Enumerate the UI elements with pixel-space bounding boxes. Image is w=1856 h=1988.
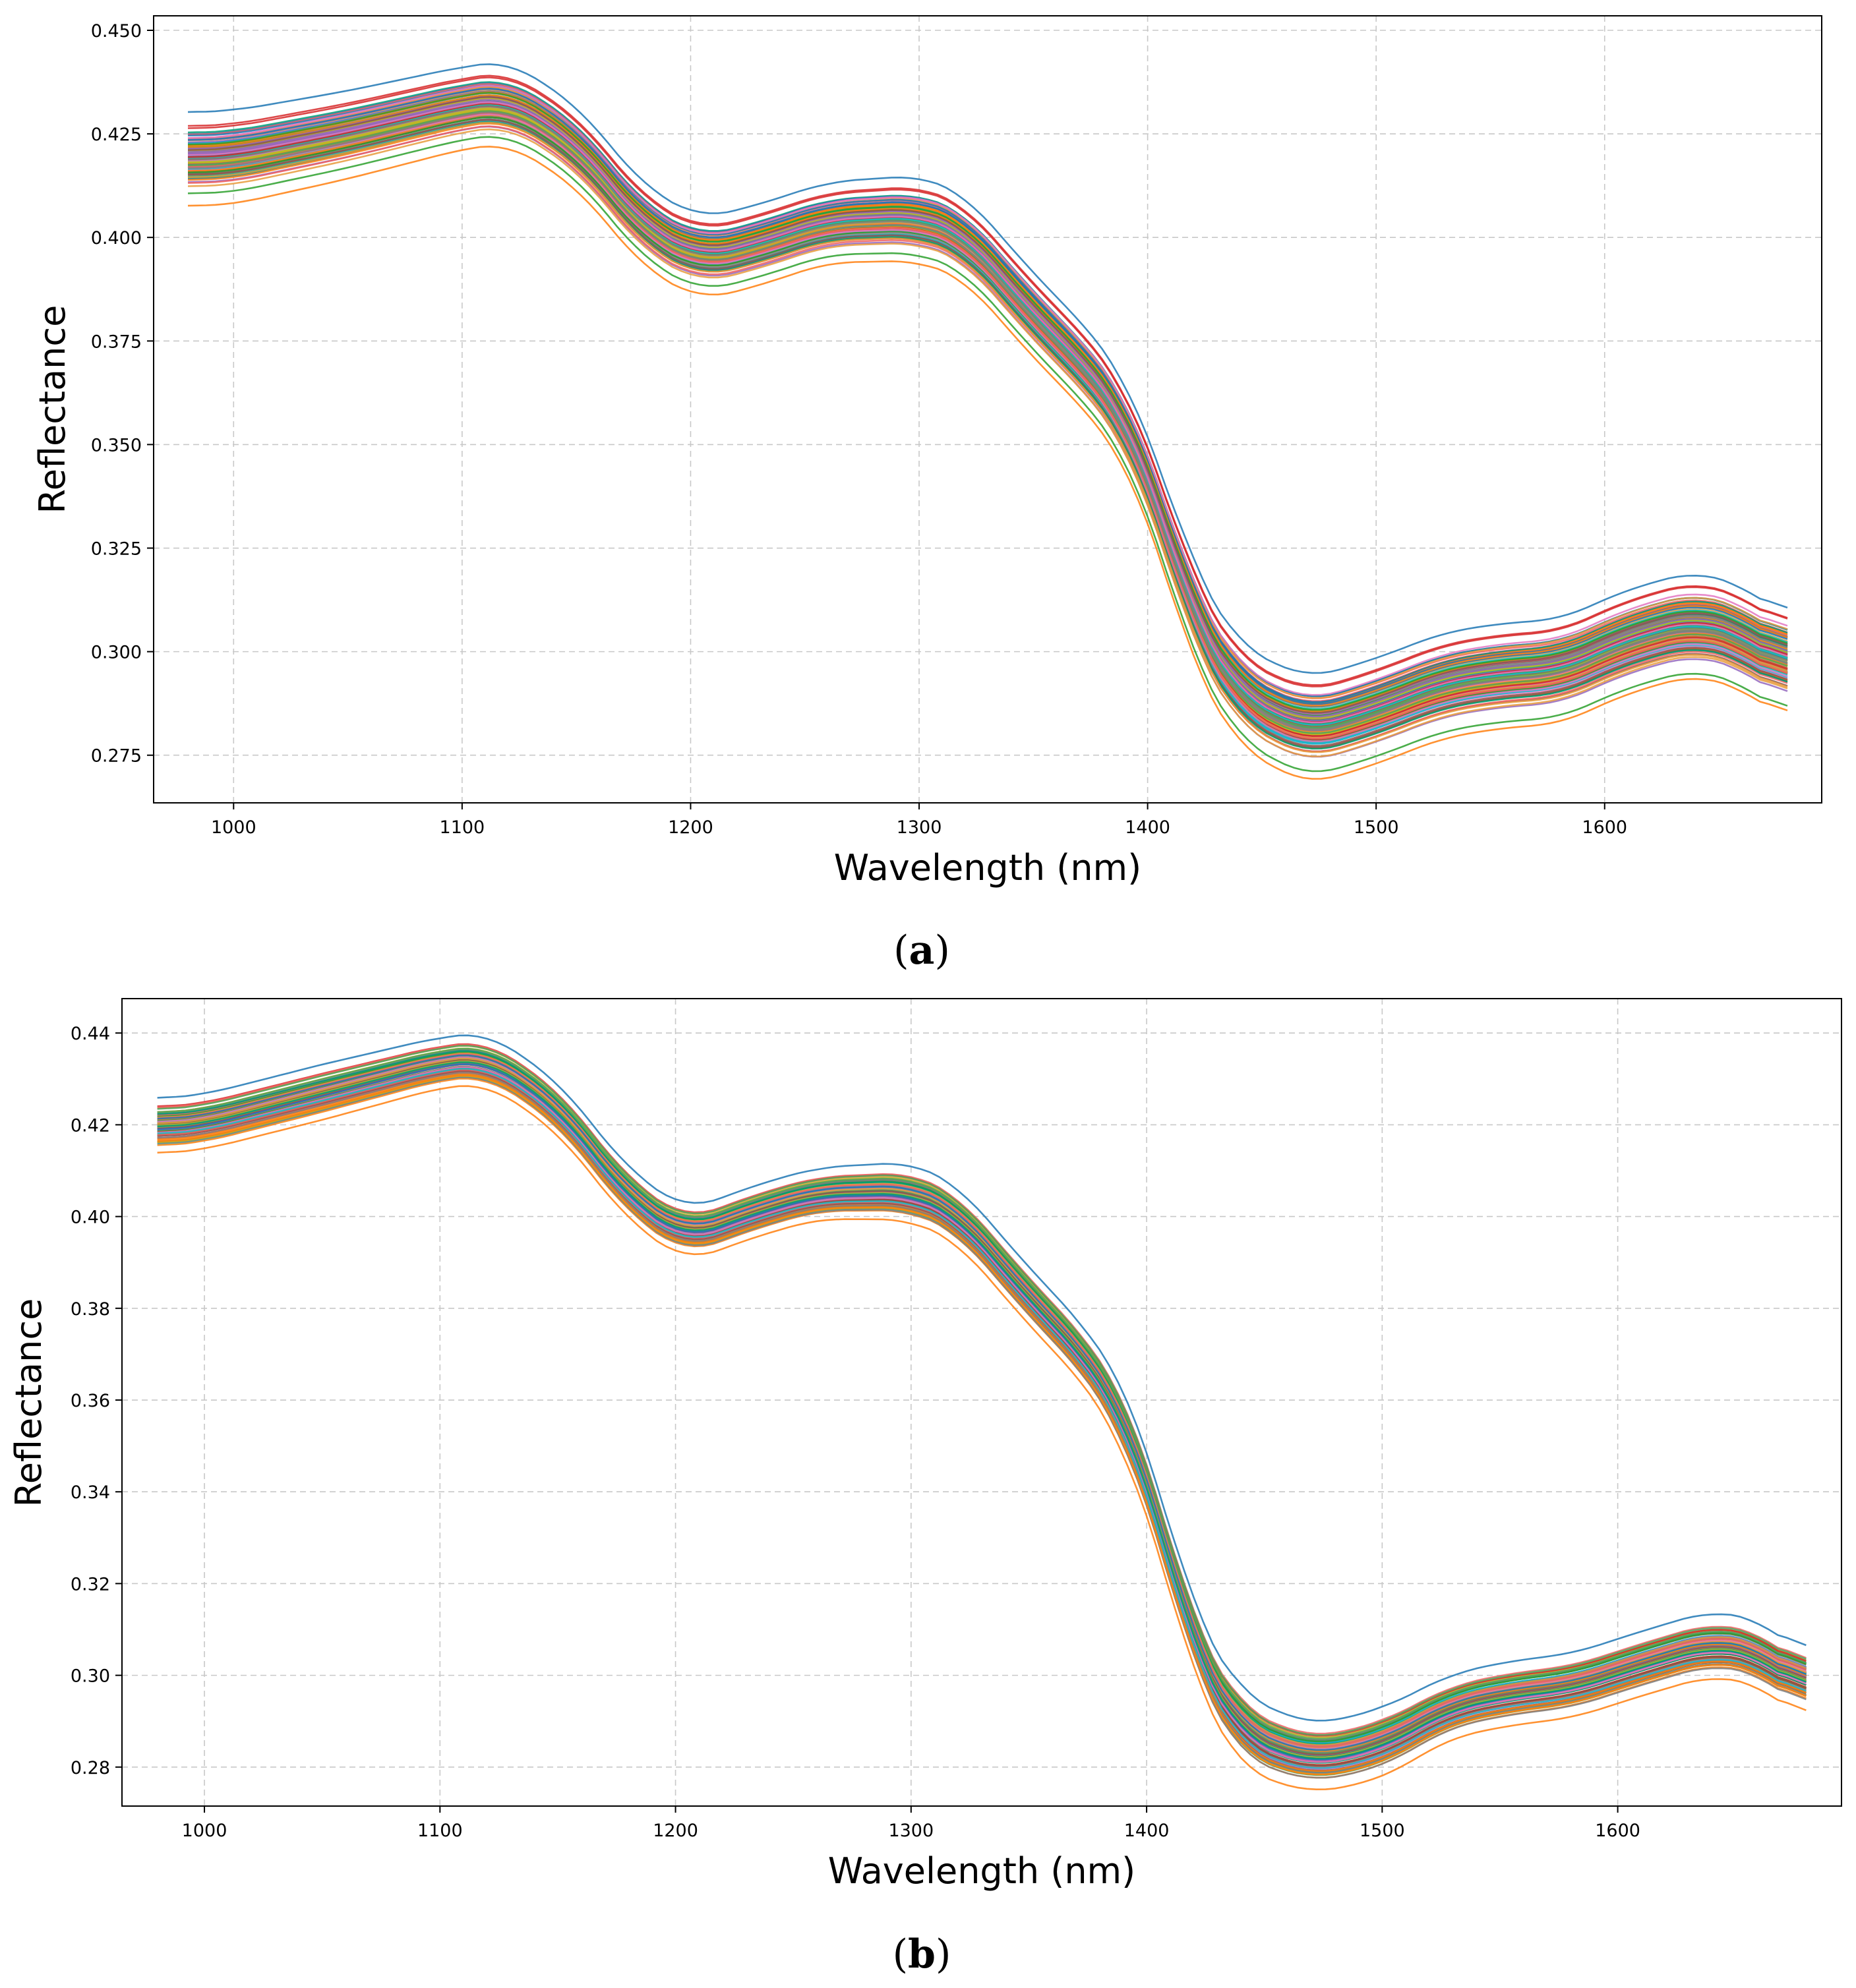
x-tick-label: 1000 [211, 817, 256, 838]
spectrum-line [187, 97, 1788, 719]
spectrum-line [187, 88, 1788, 705]
spectrum-line [187, 76, 1788, 687]
spectrum-line [187, 146, 1788, 780]
spectrum-line [187, 74, 1788, 686]
spectrum-line [157, 1054, 1807, 1751]
y-tick-label: 0.44 [71, 1024, 110, 1044]
spectrum-line [187, 94, 1788, 713]
x-tick-label: 1600 [1582, 817, 1627, 838]
y-ticks-b: 0.28 0.30 0.32 0.34 0.36 0.38 0.40 0.42 0.44 [71, 1024, 122, 1778]
spectrum-line [157, 1072, 1807, 1774]
x-tick-label: 1400 [1124, 1821, 1170, 1841]
spectrum-line [187, 63, 1788, 674]
spectrum-line [157, 1066, 1807, 1763]
spectrum-line [187, 125, 1788, 753]
plot-frame-b [121, 998, 1842, 1807]
y-tick-label: 0.300 [91, 643, 142, 663]
spectrum-line [157, 1076, 1807, 1779]
panel-label-b-close: ) [936, 1931, 951, 1977]
spectrum-line [157, 1053, 1807, 1747]
x-tick-label: 1600 [1595, 1821, 1640, 1841]
x-tick-label: 1100 [440, 817, 485, 838]
panel-label-a-open: ( [893, 927, 909, 974]
y-tick-label: 0.32 [71, 1574, 110, 1594]
y-tick-label: 0.275 [91, 746, 142, 767]
spectrum-line [157, 1085, 1807, 1790]
x-tick-label: 1100 [417, 1821, 463, 1841]
panel-label-a: (a) [893, 927, 950, 974]
x-tick-label: 1300 [897, 817, 942, 838]
panel-label-b: (b) [893, 1931, 951, 1977]
spectrum-line [157, 1034, 1807, 1722]
panel-label-b-letter: b [908, 1931, 936, 1977]
panel-label-b-open: ( [893, 1931, 908, 1977]
spectra-a [187, 63, 1788, 780]
y-tick-label: 0.350 [91, 435, 142, 455]
spectrum-line [187, 120, 1788, 745]
x-tick-label: 1500 [1360, 1821, 1405, 1841]
y-axis-label-b: Reflectance [8, 1299, 49, 1507]
y-tick-label: 0.36 [71, 1391, 110, 1411]
x-tick-label: 1000 [182, 1821, 227, 1841]
panel-label-a-close: ) [934, 927, 949, 974]
x-ticks-a: 1000 1100 1200 1300 1400 1500 1600 [211, 803, 1627, 838]
spectrum-line [187, 128, 1788, 757]
spectrum-line [187, 113, 1788, 742]
spectrum-line [157, 1047, 1807, 1740]
x-tick-label: 1200 [668, 817, 713, 838]
spectrum-line [157, 1045, 1807, 1736]
spectrum-line [187, 136, 1788, 773]
spectrum-line [187, 84, 1788, 696]
spectrum-line [157, 1061, 1807, 1760]
spectrum-line [187, 103, 1788, 726]
y-tick-label: 0.375 [91, 332, 142, 352]
y-tick-label: 0.325 [91, 539, 142, 560]
spectrum-line [157, 1068, 1807, 1769]
spectrum-line [187, 96, 1788, 714]
spectrum-line [157, 1059, 1807, 1756]
spectrum-line [157, 1074, 1807, 1776]
y-tick-label: 0.450 [91, 21, 142, 42]
y-tick-label: 0.40 [71, 1208, 110, 1228]
x-tick-label: 1400 [1125, 817, 1170, 838]
x-tick-label: 1300 [888, 1821, 934, 1841]
spectrum-line [187, 92, 1788, 711]
spectrum-line [187, 111, 1788, 732]
y-ticks-a: 0.275 0.300 0.325 0.350 0.375 0.400 0.425 0.450 [91, 21, 154, 767]
x-tick-label: 1200 [653, 1821, 698, 1841]
y-tick-label: 0.425 [91, 125, 142, 145]
chart-panel-a: 1000 1100 1200 1300 1400 1500 1600 0.2750.3000… [32, 15, 1822, 974]
x-axis-label-a: Wavelength (nm) [834, 847, 1141, 889]
spectrum-line [187, 121, 1788, 753]
y-tick-label: 0.30 [71, 1666, 110, 1687]
spectra-b [157, 1034, 1807, 1790]
spectrum-line [187, 101, 1788, 724]
y-tick-label: 0.28 [71, 1758, 110, 1778]
x-ticks-b: 1000 1100 1200 1300 1400 1500 1600 [182, 1806, 1640, 1841]
plot-frame-a [153, 15, 1822, 804]
y-tick-label: 0.42 [71, 1115, 110, 1136]
y-axis-label-a: Reflectance [32, 305, 73, 514]
y-tick-label: 0.38 [71, 1299, 110, 1320]
chart-panel-b: 1000 1100 1200 1300 1400 1500 1600 0.28 0.30 0.3… [8, 998, 1842, 1977]
y-tick-label: 0.400 [91, 228, 142, 248]
panel-label-a-letter: a [909, 927, 935, 974]
x-axis-label-b: Wavelength (nm) [828, 1850, 1135, 1892]
y-tick-label: 0.34 [71, 1482, 110, 1503]
x-tick-label: 1500 [1354, 817, 1399, 838]
